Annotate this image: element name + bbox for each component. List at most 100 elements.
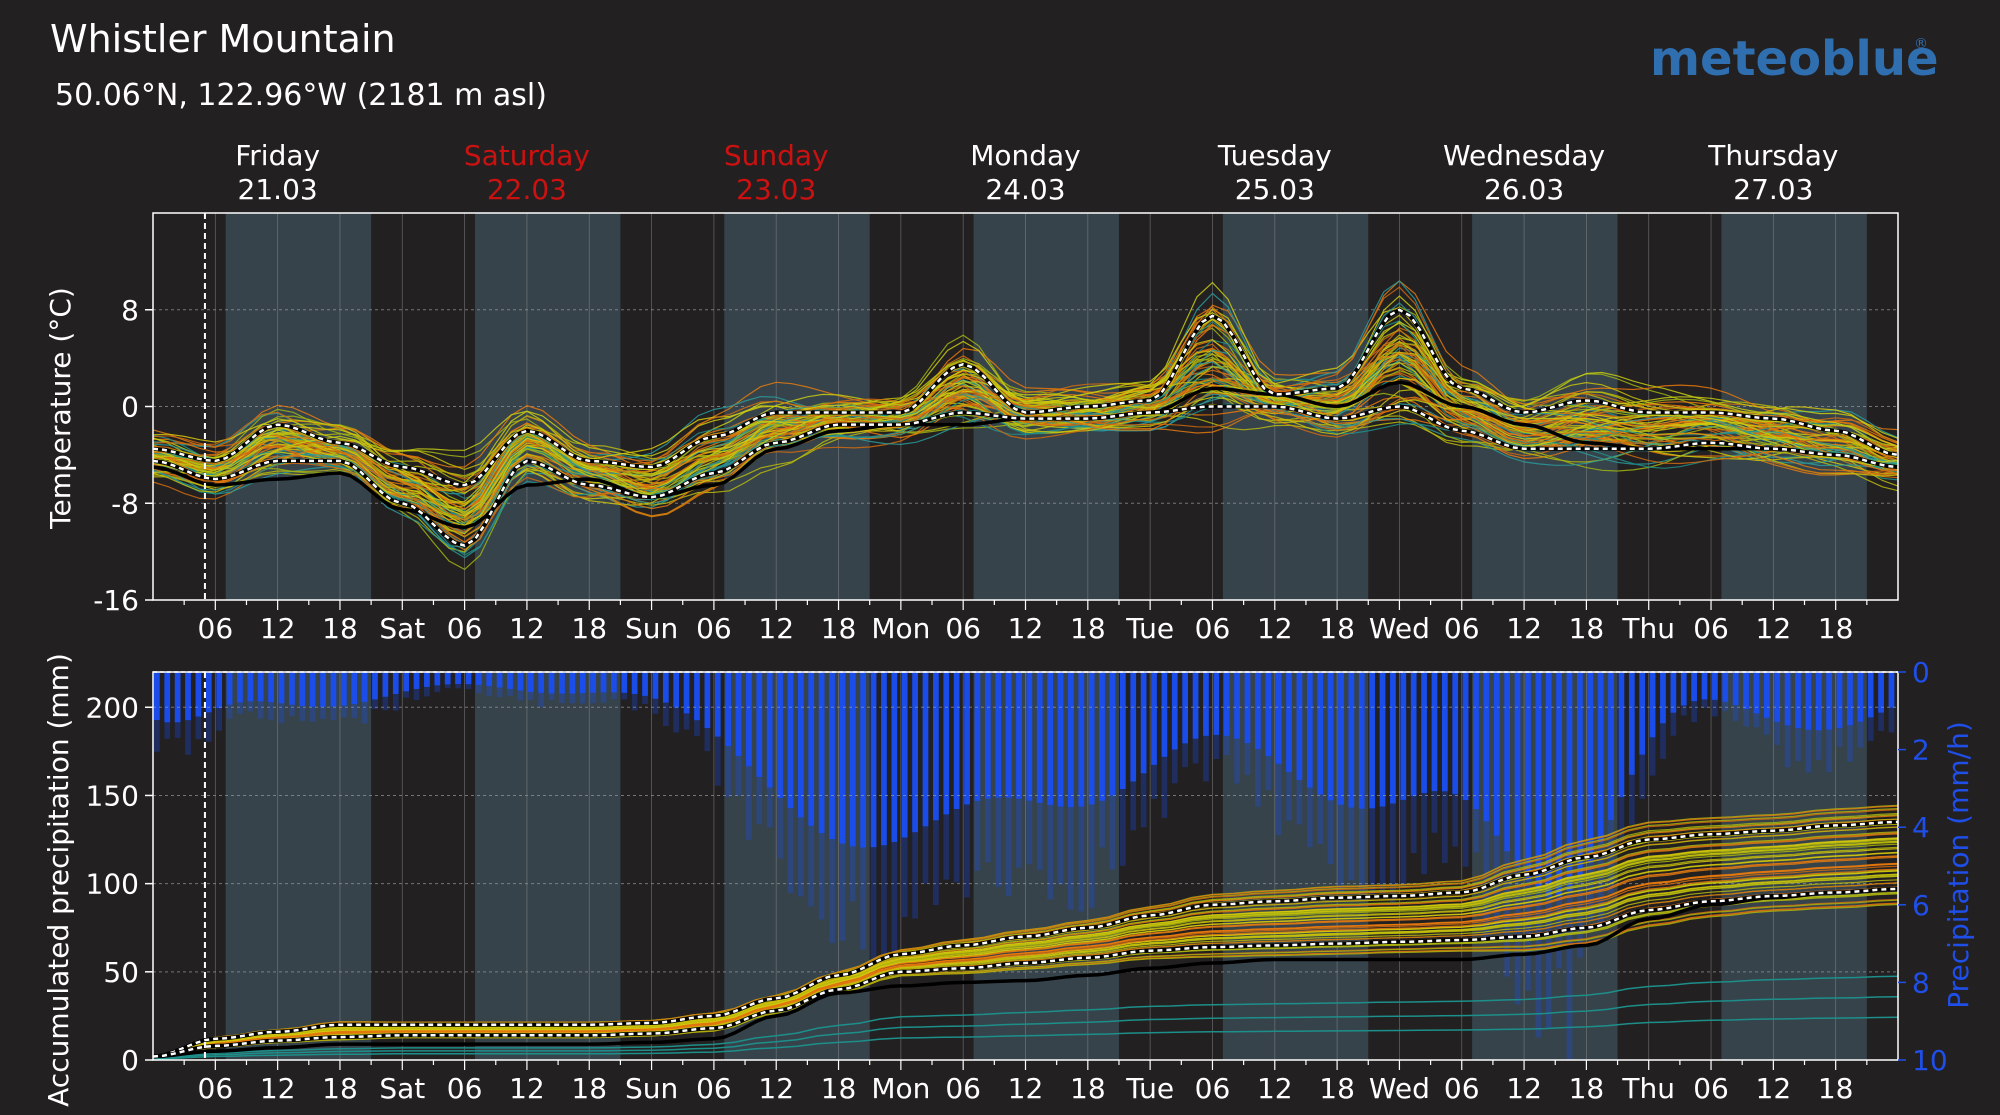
x-tick-label: 06: [1195, 612, 1231, 645]
ensemble-member-line: [152, 348, 1899, 491]
precipitation-bar: [1504, 672, 1511, 852]
precipitation-bar: [174, 672, 181, 723]
precipitation-bar: [1566, 672, 1573, 891]
precipitation-bar: [289, 672, 295, 705]
day-bands: [225, 213, 1867, 600]
precipitation-bar: [1826, 672, 1833, 730]
x-tick-label: 06: [1444, 612, 1480, 645]
precipitation-bar: [320, 672, 326, 708]
ensemble-member-line: [152, 840, 1899, 1058]
precipitation-bar: [787, 672, 794, 809]
precipitation-bar: [278, 672, 285, 704]
precipitation-bar: [652, 672, 659, 699]
precipitation-bar: [1701, 672, 1708, 700]
precipitation-bar: [559, 672, 565, 694]
precipitation-bar: [901, 672, 908, 838]
precipitation-bar: [1774, 672, 1781, 722]
precipitation-bar: [424, 672, 430, 687]
precipitation-rate-y-label: Precipitation (mm/h): [1942, 721, 1975, 1009]
accumulated-y-label: Accumulated precipitation (mm): [42, 653, 75, 1107]
precipitation-bar: [1867, 672, 1874, 718]
precipitation-bar: [621, 672, 628, 693]
precipitation-bar: [860, 672, 867, 848]
y2-tick-label: 8: [1912, 966, 1930, 999]
precipitation-bar: [1545, 672, 1552, 897]
precipitation-bar: [465, 672, 472, 685]
precipitation-bar: [1369, 672, 1375, 809]
x-tick-label: 18: [1569, 612, 1605, 645]
precipitation-bar: [1223, 672, 1230, 736]
precipitation-bar: [746, 672, 752, 767]
precipitation-bar: [1005, 672, 1012, 798]
precipitation-bar: [351, 672, 358, 704]
precipitation-bar: [1535, 672, 1542, 891]
x-tick-label: 18: [1070, 1072, 1106, 1105]
location-subtitle: 50.06°N, 122.96°W (2181 m asl): [55, 78, 547, 113]
precipitation-bar: [1421, 672, 1427, 793]
precipitation-bar: [1628, 672, 1635, 775]
precipitation-bar: [777, 672, 783, 798]
precipitation-bar: [1753, 672, 1760, 714]
meteoblue-logo: meteoblue: [1650, 31, 1939, 87]
day-date-label: 22.03: [487, 173, 567, 206]
x-tick-label: 12: [1506, 1072, 1542, 1105]
x-tick-label: 12: [1756, 612, 1792, 645]
precipitation-bar: [590, 672, 596, 693]
temperature-main-lines: [152, 213, 1899, 600]
x-tick-label: 06: [1693, 612, 1729, 645]
precipitation-bar: [1151, 672, 1157, 765]
ensemble-member-line: [152, 334, 1899, 517]
x-tick-label: 18: [1569, 1072, 1605, 1105]
precipitation-bar: [797, 672, 804, 818]
x-tick-label: 18: [322, 612, 358, 645]
precipitation-bar: [1140, 672, 1147, 774]
ensemble-member-line: [152, 392, 1899, 543]
precipitation-bar: [330, 672, 337, 707]
precipitation-bar: [216, 672, 223, 709]
day-date-label: 27.03: [1733, 173, 1813, 206]
precipitation-bar: [392, 672, 399, 694]
precipitation-bar: [1130, 672, 1137, 782]
precipitation-bar: [1161, 672, 1168, 757]
precipitation-bar: [1680, 672, 1687, 706]
precipitation-bar: [1088, 672, 1095, 805]
y-tick-label: -8: [111, 487, 139, 520]
x-tick-label: Sat: [379, 1072, 425, 1105]
x-tick-label: Wed: [1369, 1072, 1430, 1105]
precipitation-bar: [912, 672, 918, 833]
x-tick-label: 12: [509, 1072, 545, 1105]
x-tick-label: 06: [198, 612, 234, 645]
x-tick-label: 18: [571, 1072, 607, 1105]
precipitation-bar: [829, 672, 835, 839]
temperature-upper-line: [152, 308, 1899, 487]
x-tick-label: 06: [696, 612, 732, 645]
precipitation-bar: [600, 672, 607, 693]
x-tick-label: 06: [198, 1072, 234, 1105]
precipitation-bar: [1171, 672, 1178, 750]
y-tick-label: 100: [86, 868, 139, 901]
x-tick-label: 12: [260, 612, 296, 645]
precipitation-bar: [953, 672, 960, 809]
precipitation-bar: [1379, 672, 1386, 807]
precipitation-bar: [1068, 672, 1074, 808]
precipitation-bar: [1805, 672, 1812, 730]
precipitation-bar: [673, 672, 680, 708]
x-tick-label: Thu: [1621, 612, 1675, 645]
x-tick-label: 06: [1195, 1072, 1231, 1105]
ensemble-member-line: [152, 361, 1899, 556]
precipitation-bar: [964, 672, 970, 805]
precipitation-bar: [1410, 672, 1417, 797]
precipitation-bar: [309, 672, 316, 707]
x-tick-label: 06: [945, 1072, 981, 1105]
precipitation-bar: [1597, 672, 1604, 843]
x-tick-label: 12: [1008, 1072, 1044, 1105]
precipitation-bar: [1649, 672, 1656, 738]
precipitation-bar: [527, 672, 534, 692]
precipitation-bar: [735, 672, 742, 756]
x-tick-label: 06: [1444, 1072, 1480, 1105]
day-name-label: Sunday: [724, 139, 829, 172]
precipitation-bar: [725, 672, 731, 746]
x-tick-label: 18: [1818, 612, 1854, 645]
page-title: Whistler Mountain: [50, 17, 396, 61]
precipitation-bar: [1608, 672, 1614, 820]
